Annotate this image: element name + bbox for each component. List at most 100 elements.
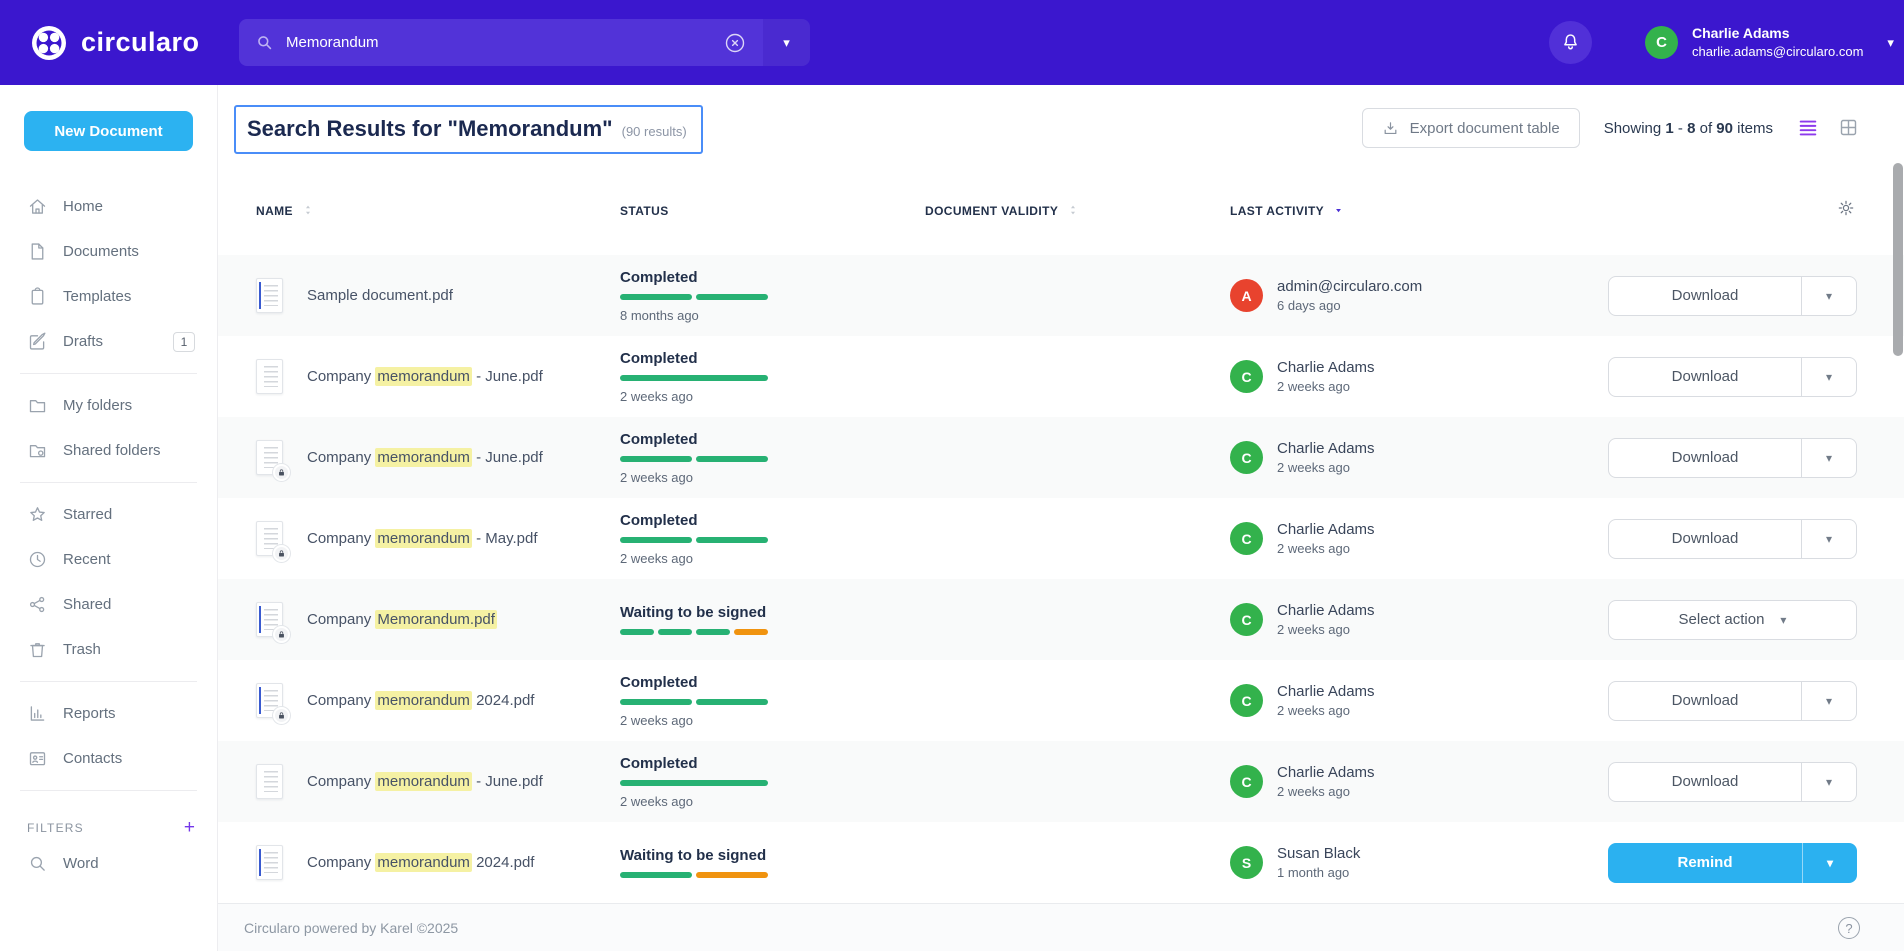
table-settings-gear-icon[interactable] — [1836, 198, 1856, 218]
document-name[interactable]: Company memorandum 2024.pdf — [307, 691, 535, 710]
help-button[interactable]: ? — [1838, 917, 1860, 939]
status-time: 8 months ago — [620, 307, 699, 323]
table-row[interactable]: Company memorandum 2024.pdf Completed 2 … — [218, 660, 1904, 741]
progress-bar — [620, 779, 768, 786]
avatar: S — [1230, 846, 1263, 879]
avatar: A — [1230, 279, 1263, 312]
search-highlight: Memorandum.pdf — [375, 610, 497, 629]
download-button[interactable]: Download ▾ — [1608, 761, 1857, 802]
sidebar-item-shared[interactable]: Shared — [0, 582, 217, 627]
notifications-button[interactable] — [1549, 21, 1592, 64]
add-filter-plus-icon[interactable]: + — [183, 817, 195, 838]
user-menu[interactable]: C Charlie Adams charlie.adams@circularo.… — [1645, 0, 1894, 85]
grid-view-icon[interactable] — [1838, 117, 1860, 139]
star-icon — [27, 504, 48, 525]
download-button[interactable]: Download ▾ — [1608, 437, 1857, 478]
last-activity-time: 1 month ago — [1277, 864, 1350, 880]
document-thumbnail-icon — [256, 278, 283, 313]
download-button[interactable]: Download ▾ — [1608, 680, 1857, 721]
search-input[interactable] — [286, 34, 711, 51]
status-time: 2 weeks ago — [620, 469, 693, 485]
sidebar-item-drafts[interactable]: Drafts 1 — [0, 319, 217, 364]
document-name[interactable]: Sample document.pdf — [307, 287, 453, 304]
status-text: Completed — [620, 268, 698, 286]
status-time: 2 weeks ago — [620, 793, 693, 809]
avatar: C — [1230, 684, 1263, 717]
app-logo[interactable]: circularo — [30, 0, 200, 85]
document-name[interactable]: Company memorandum - June.pdf — [307, 772, 543, 791]
column-header-document-validity[interactable]: DOCUMENT VALIDITY — [925, 197, 1080, 225]
progress-bar — [620, 698, 768, 705]
last-activity-time: 2 weeks ago — [1277, 702, 1350, 718]
table-row[interactable]: Sample document.pdf Completed 8 months a… — [218, 255, 1904, 336]
sidebar-item-trash[interactable]: Trash — [0, 627, 217, 672]
search-options-dropdown[interactable]: ▾ — [763, 19, 810, 66]
export-document-table-button[interactable]: Export document table — [1361, 108, 1580, 148]
table-row[interactable]: Company memorandum - June.pdf Completed … — [218, 417, 1904, 498]
action-dropdown-caret-icon[interactable]: ▾ — [1801, 519, 1856, 558]
action-dropdown-caret-icon[interactable]: ▾ — [1802, 842, 1857, 883]
sidebar-item-reports[interactable]: Reports — [0, 691, 217, 736]
clear-search-icon[interactable] — [723, 31, 747, 55]
sidebar-filter-items: Word — [0, 841, 217, 886]
status-text: Waiting to be signed — [620, 847, 767, 864]
drafts-count-badge: 1 — [173, 331, 195, 352]
sidebar-item-shared-folders[interactable]: Shared folders — [0, 428, 217, 473]
table-row[interactable]: Company memorandum - June.pdf Completed … — [218, 741, 1904, 822]
last-activity-user: Charlie Adams — [1277, 358, 1375, 376]
last-activity-user: Charlie Adams — [1277, 520, 1375, 538]
document-name[interactable]: Company Memorandum.pdf — [307, 610, 497, 629]
filters-label: FILTERS — [27, 820, 84, 835]
last-activity-user: Charlie Adams — [1277, 763, 1375, 781]
document-name[interactable]: Company memorandum - May.pdf — [307, 529, 538, 548]
sidebar-item-contacts[interactable]: Contacts — [0, 736, 217, 781]
main-content: Search Results for "Memorandum" (90 resu… — [218, 85, 1904, 951]
select-action-button[interactable]: Select action ▾ — [1608, 599, 1857, 640]
document-name[interactable]: Company memorandum - June.pdf — [307, 367, 543, 386]
sort-icon[interactable] — [301, 202, 315, 221]
sort-icon[interactable] — [1066, 202, 1080, 221]
action-dropdown-caret-icon[interactable]: ▾ — [1801, 681, 1856, 720]
progress-segment-orange — [696, 872, 768, 878]
search-highlight: memorandum — [375, 529, 472, 548]
last-activity-user: Susan Black — [1277, 844, 1361, 862]
download-button[interactable]: Download ▾ — [1608, 275, 1857, 316]
sidebar-item-documents[interactable]: Documents — [0, 229, 217, 274]
document-name[interactable]: Company memorandum - June.pdf — [307, 448, 543, 467]
sidebar-item-my-folders[interactable]: My folders — [0, 383, 217, 428]
scrollbar-thumb[interactable] — [1893, 163, 1903, 356]
avatar: C — [1230, 522, 1263, 555]
status-text: Completed — [620, 430, 698, 448]
table-row[interactable]: Company memorandum 2024.pdf Waiting to b… — [218, 822, 1904, 903]
remind-button[interactable]: Remind ▾ — [1608, 842, 1857, 883]
table-row[interactable]: Company memorandum - June.pdf Completed … — [218, 336, 1904, 417]
download-button[interactable]: Download ▾ — [1608, 356, 1857, 397]
list-view-icon[interactable] — [1797, 117, 1819, 139]
status-text: Completed — [620, 754, 698, 772]
download-button[interactable]: Download ▾ — [1608, 518, 1857, 559]
column-header-last-activity[interactable]: LAST ACTIVITY — [1230, 197, 1345, 225]
sidebar-item-word[interactable]: Word — [0, 841, 217, 886]
table-row[interactable]: Company memorandum - May.pdf Completed 2… — [218, 498, 1904, 579]
action-dropdown-caret-icon[interactable]: ▾ — [1801, 357, 1856, 396]
progress-segment-green — [620, 779, 768, 786]
new-document-button[interactable]: New Document — [24, 111, 193, 151]
table-row[interactable]: Company Memorandum.pdf Waiting to be sig… — [218, 579, 1904, 660]
user-email: charlie.adams@circularo.com — [1692, 44, 1864, 60]
column-header-name[interactable]: NAME — [256, 197, 315, 225]
progress-bar — [620, 629, 768, 635]
progress-segment-green — [696, 536, 768, 543]
search-box[interactable] — [239, 19, 763, 66]
sidebar-item-templates[interactable]: Templates — [0, 274, 217, 319]
sidebar-item-home[interactable]: Home — [0, 184, 217, 229]
last-activity-time: 2 weeks ago — [1277, 459, 1350, 475]
sidebar-item-recent[interactable]: Recent — [0, 537, 217, 582]
action-dropdown-caret-icon[interactable]: ▾ — [1801, 438, 1856, 477]
action-dropdown-caret-icon[interactable]: ▾ — [1801, 276, 1856, 315]
column-header-status[interactable]: STATUS — [620, 204, 669, 218]
sidebar-item-starred[interactable]: Starred — [0, 492, 217, 537]
action-dropdown-caret-icon[interactable]: ▾ — [1801, 762, 1856, 801]
action-dropdown-caret-icon[interactable]: ▾ — [1780, 612, 1787, 627]
document-name[interactable]: Company memorandum 2024.pdf — [307, 853, 535, 872]
last-activity-time: 2 weeks ago — [1277, 783, 1350, 799]
